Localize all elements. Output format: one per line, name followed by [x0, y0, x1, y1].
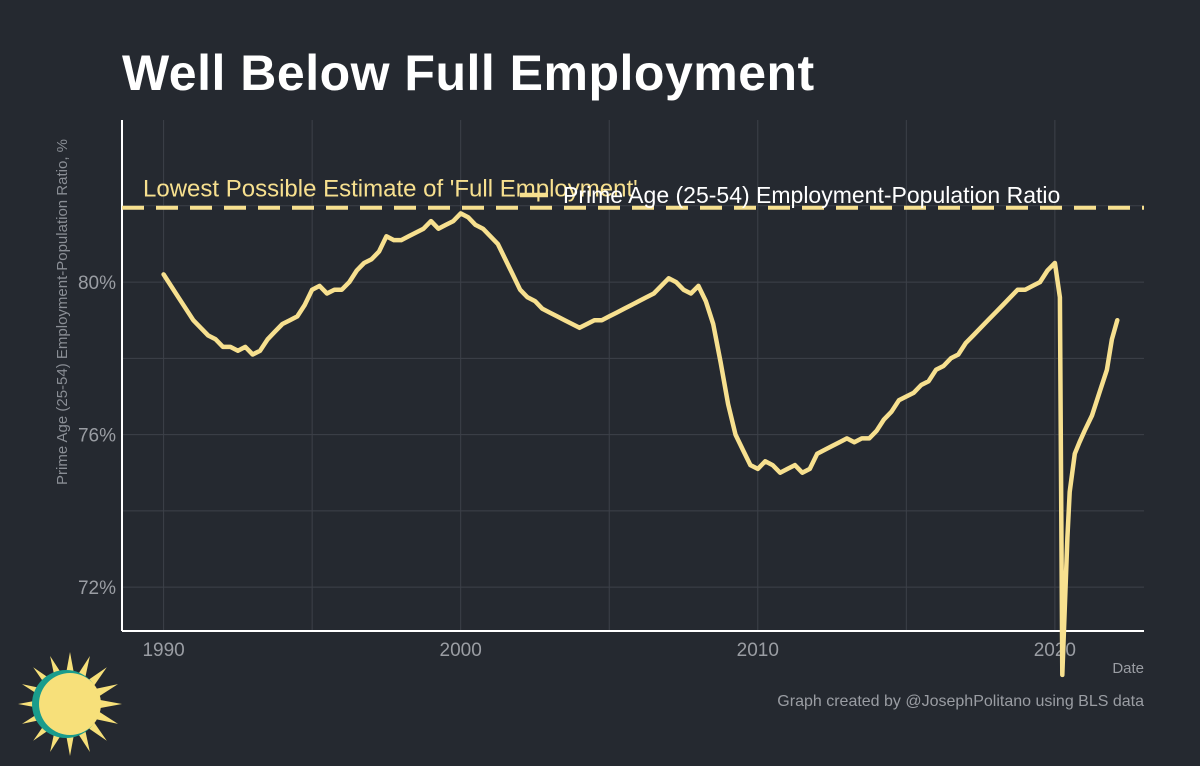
sun-ray [93, 710, 118, 724]
reference-line-label: Lowest Possible Estimate of 'Full Employ… [143, 176, 638, 203]
grid-lines [122, 120, 1144, 631]
y-tick-label: 80% [78, 273, 116, 294]
source-credit: Graph created by @JosephPolitano using B… [777, 693, 1144, 710]
sun-ray [97, 699, 122, 709]
y-tick-label: 76% [78, 426, 116, 447]
sun-ray [93, 684, 118, 698]
x-tick-label: 2000 [440, 640, 482, 661]
y-axis-ticks: 72% 76% 80% [78, 273, 116, 599]
x-tick-label: 1990 [142, 640, 184, 661]
x-axis-ticks: 1990 2000 2010 2020 [142, 640, 1076, 661]
legend: Prime Age (25-54) Employment-Population … [520, 182, 1060, 208]
sun-icon [18, 652, 122, 756]
chart-title: Well Below Full Employment [122, 45, 815, 101]
series-line-prime-age-epop [161, 211, 1120, 678]
x-tick-label: 2010 [737, 640, 779, 661]
x-tick-label: 2020 [1034, 640, 1076, 661]
sun-core [39, 673, 101, 735]
legend-label: Prime Age (25-54) Employment-Population … [563, 182, 1060, 208]
y-axis-label: Prime Age (25-54) Employment-Population … [54, 139, 71, 485]
y-tick-label: 72% [78, 578, 116, 599]
x-axis-label: Date [1112, 660, 1144, 677]
